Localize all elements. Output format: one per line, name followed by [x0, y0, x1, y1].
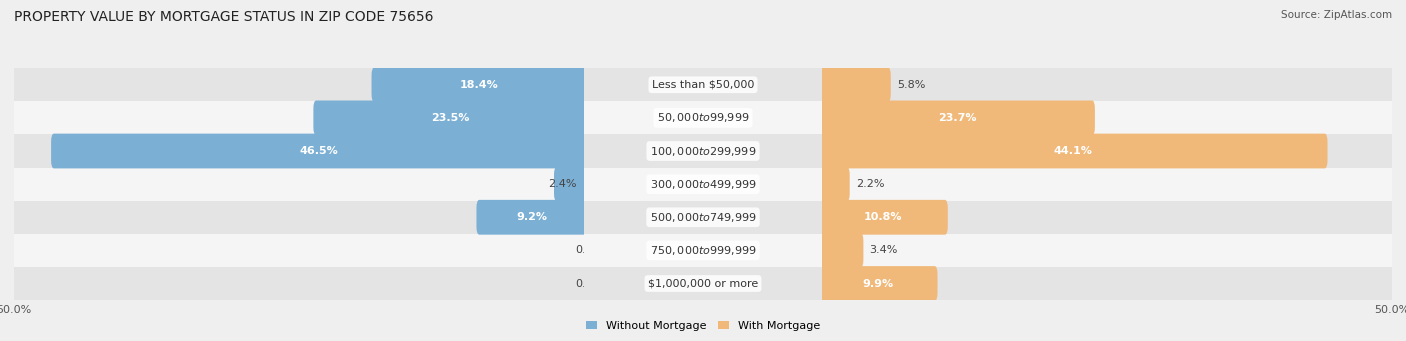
FancyBboxPatch shape: [818, 167, 849, 202]
Bar: [14, 68, 585, 101]
Bar: [585, 201, 821, 234]
FancyBboxPatch shape: [818, 101, 1095, 135]
Legend: Without Mortgage, With Mortgage: Without Mortgage, With Mortgage: [582, 316, 824, 336]
Bar: [585, 234, 821, 267]
Bar: [14, 267, 585, 300]
FancyBboxPatch shape: [818, 200, 948, 235]
Bar: [585, 101, 821, 134]
Text: $750,000 to $999,999: $750,000 to $999,999: [650, 244, 756, 257]
Bar: [585, 167, 821, 201]
Text: 44.1%: 44.1%: [1053, 146, 1092, 156]
Bar: [821, 134, 1392, 167]
FancyBboxPatch shape: [818, 68, 891, 102]
Text: 5.8%: 5.8%: [897, 80, 925, 90]
Bar: [821, 167, 1392, 201]
Text: 2.2%: 2.2%: [856, 179, 884, 189]
Text: 9.9%: 9.9%: [863, 279, 894, 288]
Text: Less than $50,000: Less than $50,000: [652, 80, 754, 90]
Text: 46.5%: 46.5%: [299, 146, 339, 156]
Text: $300,000 to $499,999: $300,000 to $499,999: [650, 178, 756, 191]
Bar: [585, 134, 821, 167]
Bar: [585, 68, 821, 101]
Bar: [14, 201, 585, 234]
Bar: [821, 68, 1392, 101]
FancyBboxPatch shape: [818, 134, 1327, 168]
Bar: [585, 134, 821, 167]
Bar: [585, 201, 821, 234]
Bar: [14, 234, 585, 267]
FancyBboxPatch shape: [314, 101, 588, 135]
Text: 18.4%: 18.4%: [460, 80, 499, 90]
Text: 23.7%: 23.7%: [938, 113, 976, 123]
FancyBboxPatch shape: [51, 134, 588, 168]
Bar: [821, 201, 1392, 234]
Bar: [821, 234, 1392, 267]
Bar: [585, 167, 821, 201]
Bar: [585, 267, 821, 300]
Text: $50,000 to $99,999: $50,000 to $99,999: [657, 112, 749, 124]
Text: $500,000 to $749,999: $500,000 to $749,999: [650, 211, 756, 224]
Text: 10.8%: 10.8%: [865, 212, 903, 222]
FancyBboxPatch shape: [554, 167, 588, 202]
FancyBboxPatch shape: [477, 200, 588, 235]
Bar: [14, 134, 585, 167]
Bar: [585, 267, 821, 300]
Text: 9.2%: 9.2%: [516, 212, 547, 222]
Bar: [821, 101, 1392, 134]
Text: 0.0%: 0.0%: [575, 246, 603, 255]
Bar: [14, 167, 585, 201]
Text: Source: ZipAtlas.com: Source: ZipAtlas.com: [1281, 10, 1392, 20]
Text: 23.5%: 23.5%: [432, 113, 470, 123]
FancyBboxPatch shape: [371, 68, 588, 102]
Bar: [585, 234, 821, 267]
FancyBboxPatch shape: [818, 266, 938, 301]
Text: PROPERTY VALUE BY MORTGAGE STATUS IN ZIP CODE 75656: PROPERTY VALUE BY MORTGAGE STATUS IN ZIP…: [14, 10, 433, 24]
Text: 2.4%: 2.4%: [548, 179, 576, 189]
Text: 3.4%: 3.4%: [870, 246, 898, 255]
FancyBboxPatch shape: [818, 233, 863, 268]
Text: $100,000 to $299,999: $100,000 to $299,999: [650, 145, 756, 158]
Bar: [585, 68, 821, 101]
Text: 0.0%: 0.0%: [575, 279, 603, 288]
Bar: [585, 101, 821, 134]
Bar: [14, 101, 585, 134]
Bar: [821, 267, 1392, 300]
Text: $1,000,000 or more: $1,000,000 or more: [648, 279, 758, 288]
